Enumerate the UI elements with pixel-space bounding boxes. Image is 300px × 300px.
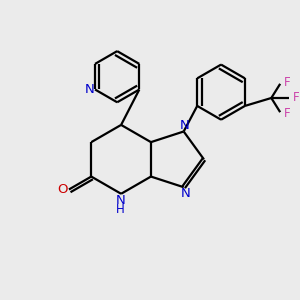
Text: H: H (116, 203, 124, 216)
Text: N: N (180, 119, 190, 132)
Text: N: N (85, 83, 95, 96)
Text: N: N (181, 187, 190, 200)
Text: F: F (284, 106, 290, 120)
Text: N: N (115, 194, 125, 207)
Text: O: O (57, 183, 67, 196)
Text: F: F (284, 76, 290, 89)
Text: F: F (292, 92, 299, 104)
